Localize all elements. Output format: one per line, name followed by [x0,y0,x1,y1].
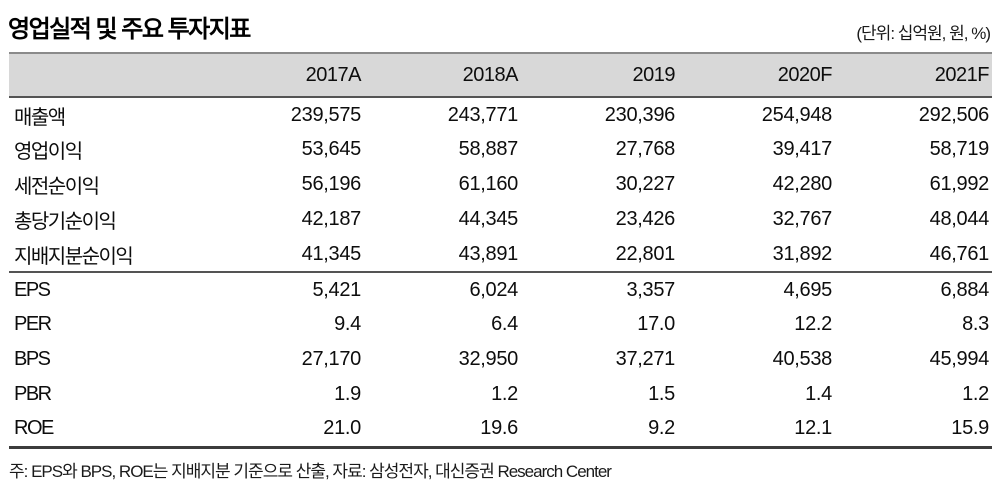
table-cell: 40,538 [772,348,833,370]
table-cell: 3,357 [521,271,678,307]
table-cell: 8.3 [962,313,989,335]
table-cell: 6.4 [491,313,518,335]
unit-label: (단위: 십억원, 원, %) [856,24,991,43]
source-footnote: 주: EPS와 BPS, ROE는 지배지분 기준으로 산출, 자료: 삼성전자… [9,461,612,481]
table-cell: 9.4 [334,313,361,335]
table-cell: 1.2 [962,383,989,405]
table-cell: 45,994 [929,348,990,370]
table-cell: 243,771 [447,103,519,126]
row-label: 총당기순이익 [14,211,117,233]
table-cell: 42,187 [301,208,362,230]
row-label: PBR [14,383,52,405]
table-row: PBR 1.9 1.2 1.5 1.4 1.2 [9,377,992,412]
row-label: PER [14,313,52,335]
table-cell: 17.0 [637,313,675,335]
table-cell: 23,426 [615,208,676,230]
table-head: 2017A 2018A 2019 2020F 2021F [9,52,992,98]
table-cell: 22,801 [615,242,676,265]
table-cell: 4,695 [678,271,835,307]
table-cell: 46,761 [929,242,990,265]
row-label: EPS [9,271,207,307]
table-cell: 48,044 [929,208,990,230]
table-row: PER 9.4 6.4 17.0 12.2 8.3 [9,307,992,342]
table-row: 세전순이익 56,196 61,160 30,227 42,280 61,992 [9,167,992,202]
table-row: EPS 5,421 6,024 3,357 4,695 6,884 [9,271,992,307]
table-row: 영업이익 53,645 58,887 27,768 39,417 58,719 [9,132,992,167]
table-cell: 254,948 [761,103,833,126]
column-header-2020f: 2020F [678,52,835,98]
financial-table: 2017A 2018A 2019 2020F 2021F 매출액 239,575 2… [9,52,992,449]
table-cell: 37,271 [615,348,676,370]
table-cell: 9.2 [521,412,678,449]
table-cell: 44,345 [458,208,519,230]
table-cell: 1.4 [805,383,832,405]
row-label: 세전순이익 [14,176,100,198]
table-cell: 43,891 [458,242,519,265]
table-cell: 1.2 [491,383,518,405]
row-label: ROE [9,412,207,449]
table-cell: 30,227 [615,173,676,195]
row-label: 영업이익 [14,141,83,163]
table-cell: 32,767 [772,208,833,230]
table-cell: 239,575 [290,103,362,126]
table-cell: 292,506 [918,103,990,126]
table-row: 지배지분순이익 41,345 43,891 22,801 31,892 46,761 [9,237,992,272]
column-header-2018a: 2018A [364,52,521,98]
table-cell: 21.0 [207,412,364,449]
column-header-2017a: 2017A [207,52,364,98]
table-cell: 32,950 [458,348,519,370]
table-cell: 58,719 [929,138,990,160]
page-title: 영업실적 및 주요 투자지표 [8,16,251,44]
table-cell: 31,892 [772,242,833,265]
table-cell: 61,992 [929,173,990,195]
table-body: 매출액 239,575 243,771 230,396 254,948 292,506 영업… [9,97,992,449]
table-cell: 39,417 [772,138,833,160]
table-cell: 12.1 [678,412,835,449]
table-cell: 19.6 [364,412,521,449]
table-cell: 56,196 [301,173,362,195]
table-cell: 12.2 [794,313,832,335]
table-row: 매출액 239,575 243,771 230,396 254,948 292,506 [9,97,992,132]
table-cell: 6,884 [835,271,992,307]
table-cell: 1.5 [648,383,675,405]
table-cell: 58,887 [458,138,519,160]
table-cell: 5,421 [207,271,364,307]
table-cell: 27,170 [301,348,362,370]
table-cell: 53,645 [301,138,362,160]
table-cell: 6,024 [364,271,521,307]
column-header-row: 2017A 2018A 2019 2020F 2021F [9,52,992,98]
table-cell: 1.9 [334,383,361,405]
column-header-metric [9,52,207,98]
column-header-2019: 2019 [521,52,678,98]
table-cell: 230,396 [604,103,676,126]
table-cell: 27,768 [615,138,676,160]
row-label: 지배지분순이익 [14,245,134,268]
table-header-bar: 영업실적 및 주요 투자지표 (단위: 십억원, 원, %) [0,0,1000,52]
column-header-2021f: 2021F [835,52,992,98]
table-cell: 42,280 [772,173,833,195]
row-label: BPS [14,348,51,370]
table-cell: 61,160 [458,173,519,195]
table-cell: 15.9 [835,412,992,449]
row-label: 매출액 [14,106,66,129]
table-row: 총당기순이익 42,187 44,345 23,426 32,767 48,044 [9,202,992,237]
table-row: BPS 27,170 32,950 37,271 40,538 45,994 [9,342,992,377]
table-cell: 41,345 [301,242,362,265]
table-row: ROE 21.0 19.6 9.2 12.1 15.9 [9,412,992,449]
